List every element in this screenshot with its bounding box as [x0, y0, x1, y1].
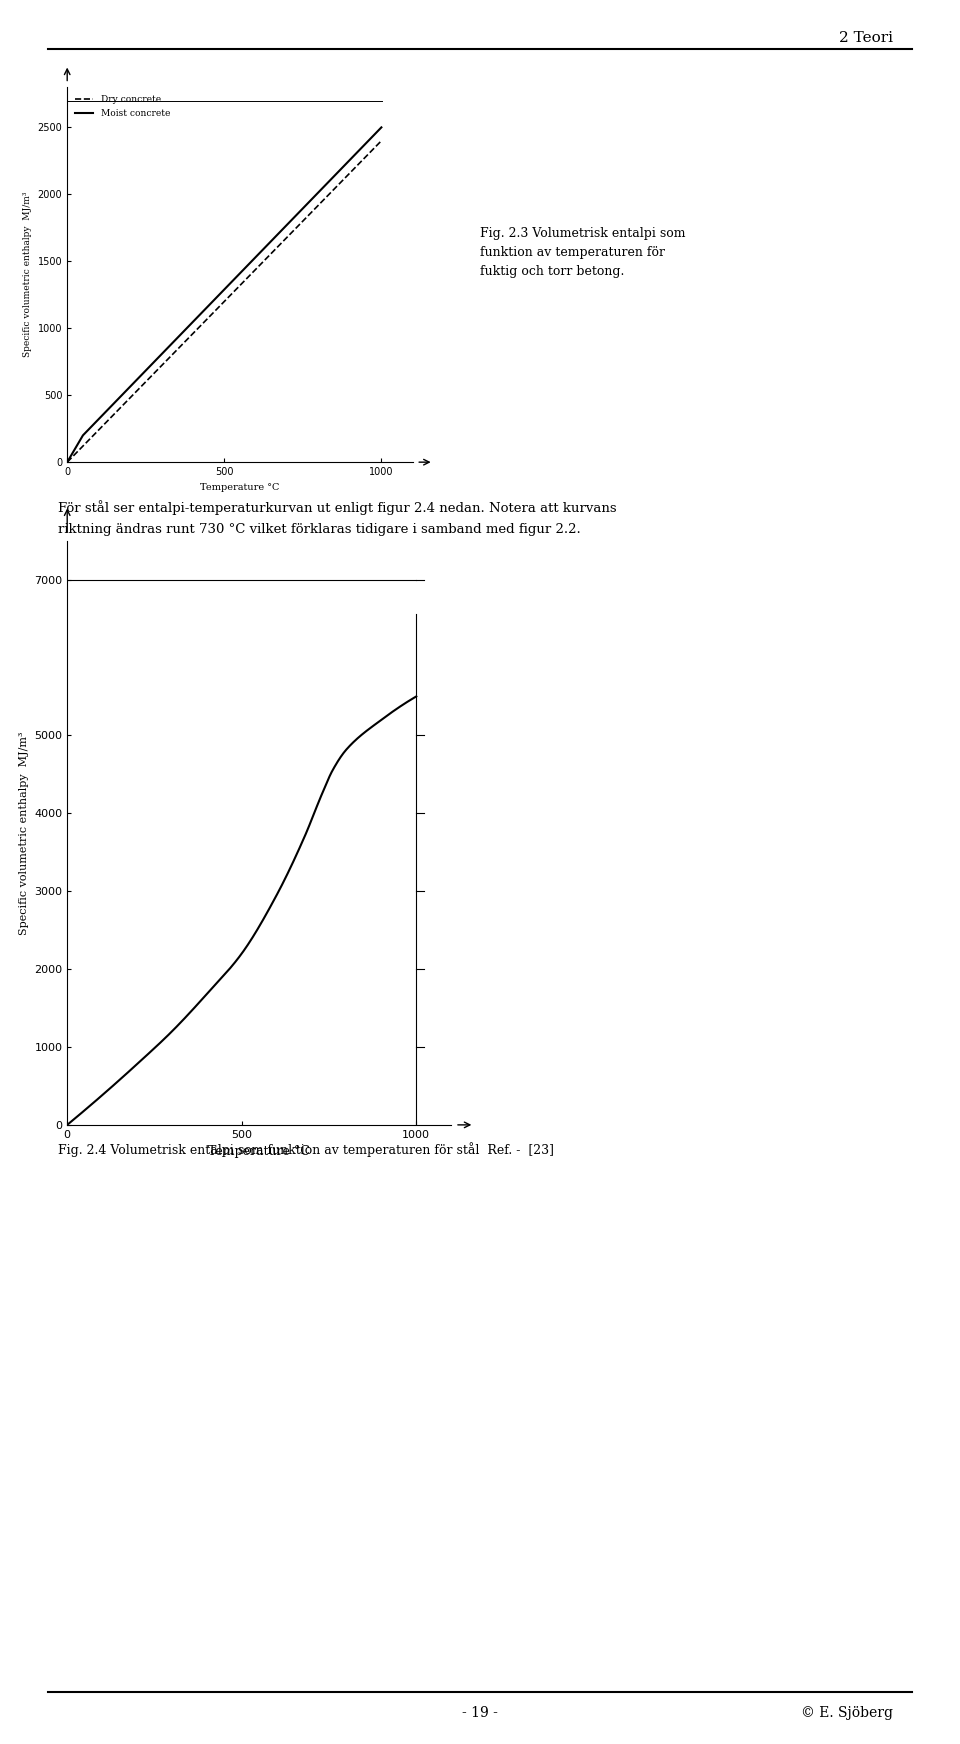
- Text: riktning ändras runt 730 °C vilket förklaras tidigare i samband med figur 2.2.: riktning ändras runt 730 °C vilket förkl…: [58, 523, 581, 535]
- Y-axis label: Specific volumetric enthalpy  MJ/m³: Specific volumetric enthalpy MJ/m³: [23, 192, 32, 358]
- Text: 2 Teori: 2 Teori: [839, 31, 893, 45]
- Text: För stål ser entalpi-temperaturkurvan ut enligt figur 2.4 nedan. Notera att kurv: För stål ser entalpi-temperaturkurvan ut…: [58, 501, 616, 516]
- Moist concrete: [61, 452, 73, 473]
- X-axis label: Temperature °C: Temperature °C: [201, 483, 279, 492]
- Text: - 19 -: - 19 -: [462, 1706, 498, 1720]
- Text: Fig. 2.3 Volumetrisk entalpi som
funktion av temperaturen för
fuktig och torr be: Fig. 2.3 Volumetrisk entalpi som funktio…: [480, 227, 685, 279]
- Moist concrete: [375, 117, 387, 138]
- X-axis label: Temperature °C: Temperature °C: [208, 1146, 310, 1158]
- Line: Moist concrete: Moist concrete: [67, 127, 381, 462]
- Text: © E. Sjöberg: © E. Sjöberg: [801, 1706, 893, 1720]
- Legend: Dry concrete, Moist concrete: Dry concrete, Moist concrete: [72, 92, 174, 122]
- Y-axis label: Specific volumetric enthalpy  MJ/m³: Specific volumetric enthalpy MJ/m³: [18, 731, 29, 935]
- Text: Fig. 2.4 Volumetrisk entalpi som funktion av temperaturen för stål  Ref. -  [23]: Fig. 2.4 Volumetrisk entalpi som funktio…: [58, 1142, 554, 1158]
- Moist concrete: [77, 426, 88, 446]
